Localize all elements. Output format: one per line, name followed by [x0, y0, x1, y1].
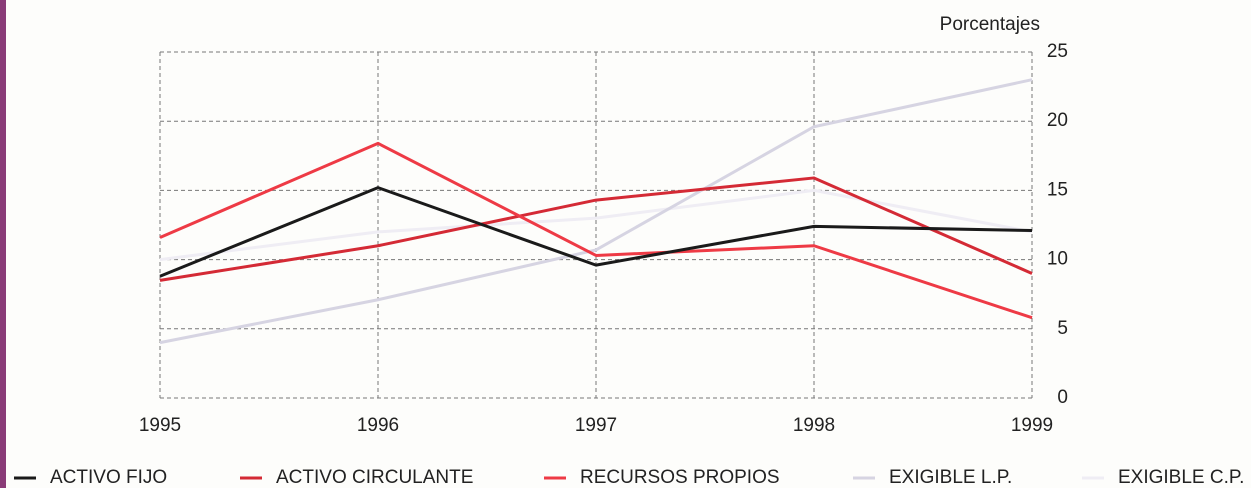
y-tick-label: 5	[1057, 318, 1068, 339]
y-tick-label: 20	[1047, 110, 1068, 131]
x-tick-label: 1996	[357, 415, 399, 436]
series-line	[159, 188, 1033, 262]
legend-label: EXIGIBLE L.P.	[889, 467, 1012, 488]
y-tick-label: 15	[1047, 179, 1068, 200]
x-tick-label: 1998	[793, 415, 835, 436]
legend-label: ACTIVO CIRCULANTE	[276, 467, 473, 488]
x-tick-label: 1995	[139, 415, 181, 436]
series-line	[159, 186, 1033, 278]
series-line	[159, 78, 1033, 345]
series-line	[159, 141, 1033, 320]
y-tick-label: 0	[1057, 387, 1068, 408]
legend-label: RECURSOS PROPIOS	[580, 467, 780, 488]
x-tick-label: 1997	[575, 415, 617, 436]
y-tick-label: 25	[1047, 41, 1068, 62]
series-line	[159, 176, 1033, 282]
x-tick-label: 1999	[1011, 415, 1053, 436]
side-strip	[0, 0, 6, 488]
legend-label: ACTIVO FIJO	[50, 467, 167, 488]
y-tick-label: 10	[1047, 249, 1068, 270]
y-axis-label: Porcentajes	[940, 14, 1040, 35]
legend-label: EXIGIBLE C.P.	[1118, 467, 1244, 488]
